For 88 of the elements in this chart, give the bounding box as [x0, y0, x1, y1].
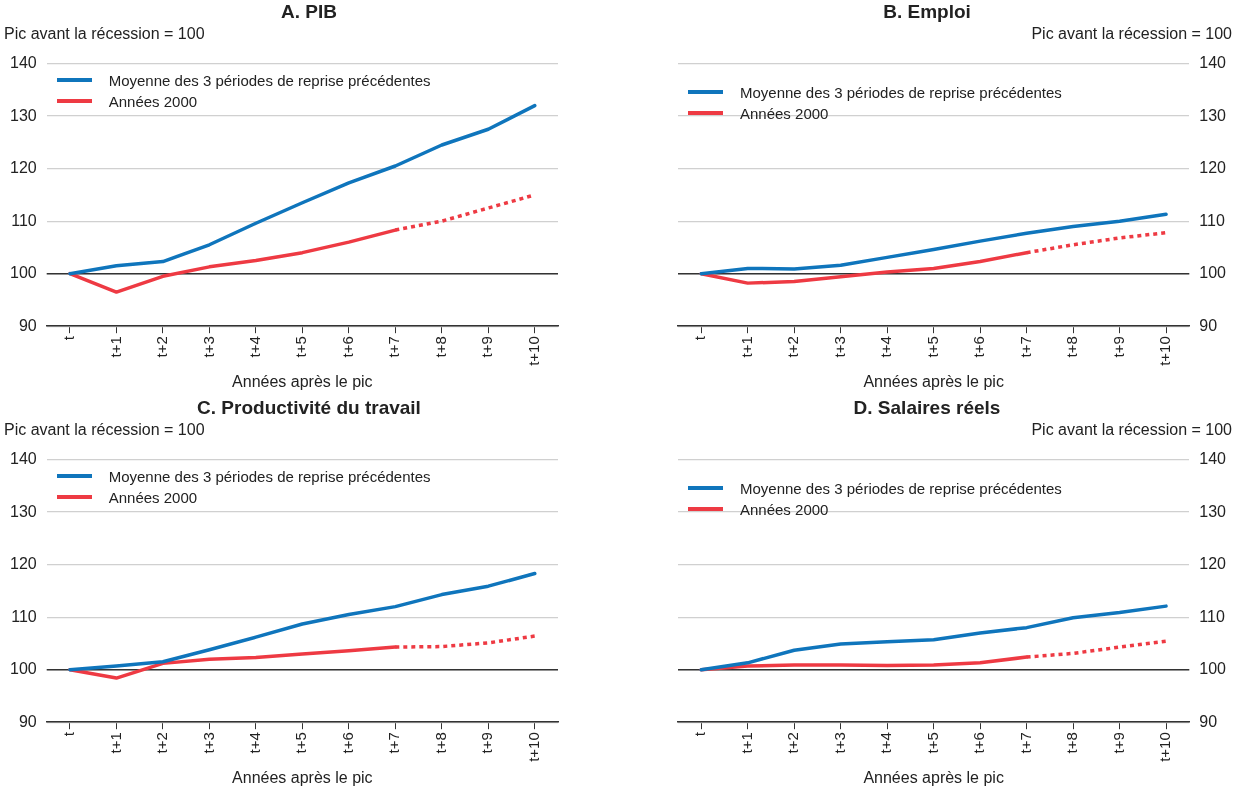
x-tick-label: t+1 [106, 336, 124, 358]
x-tick-label: t [691, 731, 709, 737]
legend-label: Moyenne des 3 périodes de reprise précédentes [108, 70, 431, 91]
x-tick-label: t+1 [737, 732, 755, 754]
x-tick-label: t+6 [970, 732, 988, 754]
y-axis-title: Pic avant la récession = 100 [1030, 420, 1233, 440]
y-tick-label: 130 [9, 502, 37, 520]
x-tick-label: t+8 [431, 732, 449, 754]
x-tick-label: t+3 [830, 336, 848, 358]
x-tick-label: t+10 [524, 336, 542, 366]
y-tick-label: 90 [1199, 712, 1218, 730]
x-tick-label: t+7 [385, 732, 403, 754]
x-tick-label: t+2 [784, 336, 802, 358]
y-tick-label: 90 [18, 316, 37, 334]
y-tick-label: 140 [9, 54, 37, 72]
legend-label: Moyenne des 3 périodes de reprise précédentes [108, 466, 431, 487]
legend-label: Années 2000 [740, 103, 829, 124]
x-tick-label: t+7 [1016, 336, 1034, 358]
chart-title: B. Emploi [882, 0, 972, 24]
x-tick-label: t+3 [830, 732, 848, 754]
y-tick-label: 130 [9, 106, 37, 124]
x-tick-label: t+5 [292, 336, 310, 358]
legend-label: Années 2000 [740, 499, 829, 520]
x-tick-label: t+4 [246, 732, 264, 754]
y-tick-label: 140 [9, 450, 37, 468]
legend-label: Moyenne des 3 périodes de reprise précédentes [740, 478, 1062, 499]
x-tick-label: t+10 [524, 732, 542, 762]
x-tick-label: t+4 [246, 336, 264, 358]
x-tick-label: t+1 [737, 336, 755, 358]
y-tick-label: 140 [1199, 54, 1227, 72]
y-axis-title: Pic avant la récession = 100 [3, 24, 206, 44]
x-tick-label: t+9 [478, 732, 496, 754]
x-tick-label: t+8 [1063, 336, 1081, 358]
x-tick-label: t+9 [1109, 732, 1127, 754]
x-tick-label: t+7 [1016, 732, 1034, 754]
y-tick-label: 120 [9, 555, 37, 573]
x-tick-label: t+5 [292, 732, 310, 754]
y-tick-label: 110 [11, 211, 37, 229]
x-tick-label: t+9 [1109, 336, 1127, 358]
x-axis-title: Années après le pic [863, 372, 1004, 390]
x-tick-label: t+1 [106, 732, 124, 754]
chart-title: C. Productivité du travail [196, 396, 422, 420]
chart-title: A. PIB [280, 0, 338, 24]
x-tick-label: t+2 [784, 732, 802, 754]
x-tick-label: t+9 [478, 336, 496, 358]
x-tick-label: t+3 [199, 732, 217, 754]
x-tick-label: t [60, 731, 78, 737]
y-tick-label: 100 [9, 264, 37, 282]
x-tick-label: t+10 [1156, 732, 1174, 762]
y-tick-label: 110 [11, 607, 37, 625]
x-tick-label: t+5 [923, 732, 941, 754]
x-tick-label: t+3 [199, 336, 217, 358]
x-tick-label: t+6 [338, 732, 356, 754]
x-tick-label: t+10 [1156, 336, 1174, 366]
x-tick-label: t+5 [923, 336, 941, 358]
x-axis-title: Années après le pic [863, 768, 1004, 786]
y-axis-title: Pic avant la récession = 100 [1030, 24, 1233, 44]
chart-title: D. Salaires réels [852, 396, 1002, 420]
x-tick-label: t+4 [877, 336, 895, 358]
y-tick-label: 90 [18, 712, 37, 730]
x-tick-label: t+6 [970, 336, 988, 358]
y-tick-label: 90 [1199, 316, 1218, 334]
y-tick-label: 130 [1199, 502, 1227, 520]
x-tick-label: t+4 [877, 732, 895, 754]
y-tick-label: 120 [1199, 555, 1227, 573]
x-tick-label: t+7 [385, 336, 403, 358]
y-tick-label: 100 [1199, 660, 1227, 678]
y-tick-label: 100 [1199, 264, 1227, 282]
y-tick-label: 140 [1199, 450, 1227, 468]
y-tick-label: 110 [1199, 211, 1225, 229]
legend-label: Moyenne des 3 périodes de reprise précédentes [740, 82, 1062, 103]
y-tick-label: 130 [1199, 106, 1227, 124]
legend-label: Années 2000 [108, 91, 198, 112]
x-axis-title: Années après le pic [232, 768, 373, 786]
y-tick-label: 110 [1199, 607, 1225, 625]
y-axis-title: Pic avant la récession = 100 [3, 420, 206, 440]
x-tick-label: t+8 [1063, 732, 1081, 754]
y-tick-label: 120 [1199, 159, 1227, 177]
x-tick-label: t+8 [431, 336, 449, 358]
x-tick-label: t+2 [153, 336, 171, 358]
x-axis-title: Années après le pic [232, 372, 373, 390]
x-tick-label: t [60, 335, 78, 341]
y-tick-label: 100 [9, 660, 37, 678]
x-tick-label: t+2 [153, 732, 171, 754]
x-tick-label: t [691, 335, 709, 341]
legend-label: Années 2000 [108, 487, 198, 508]
y-tick-label: 120 [9, 159, 37, 177]
x-tick-label: t+6 [338, 336, 356, 358]
